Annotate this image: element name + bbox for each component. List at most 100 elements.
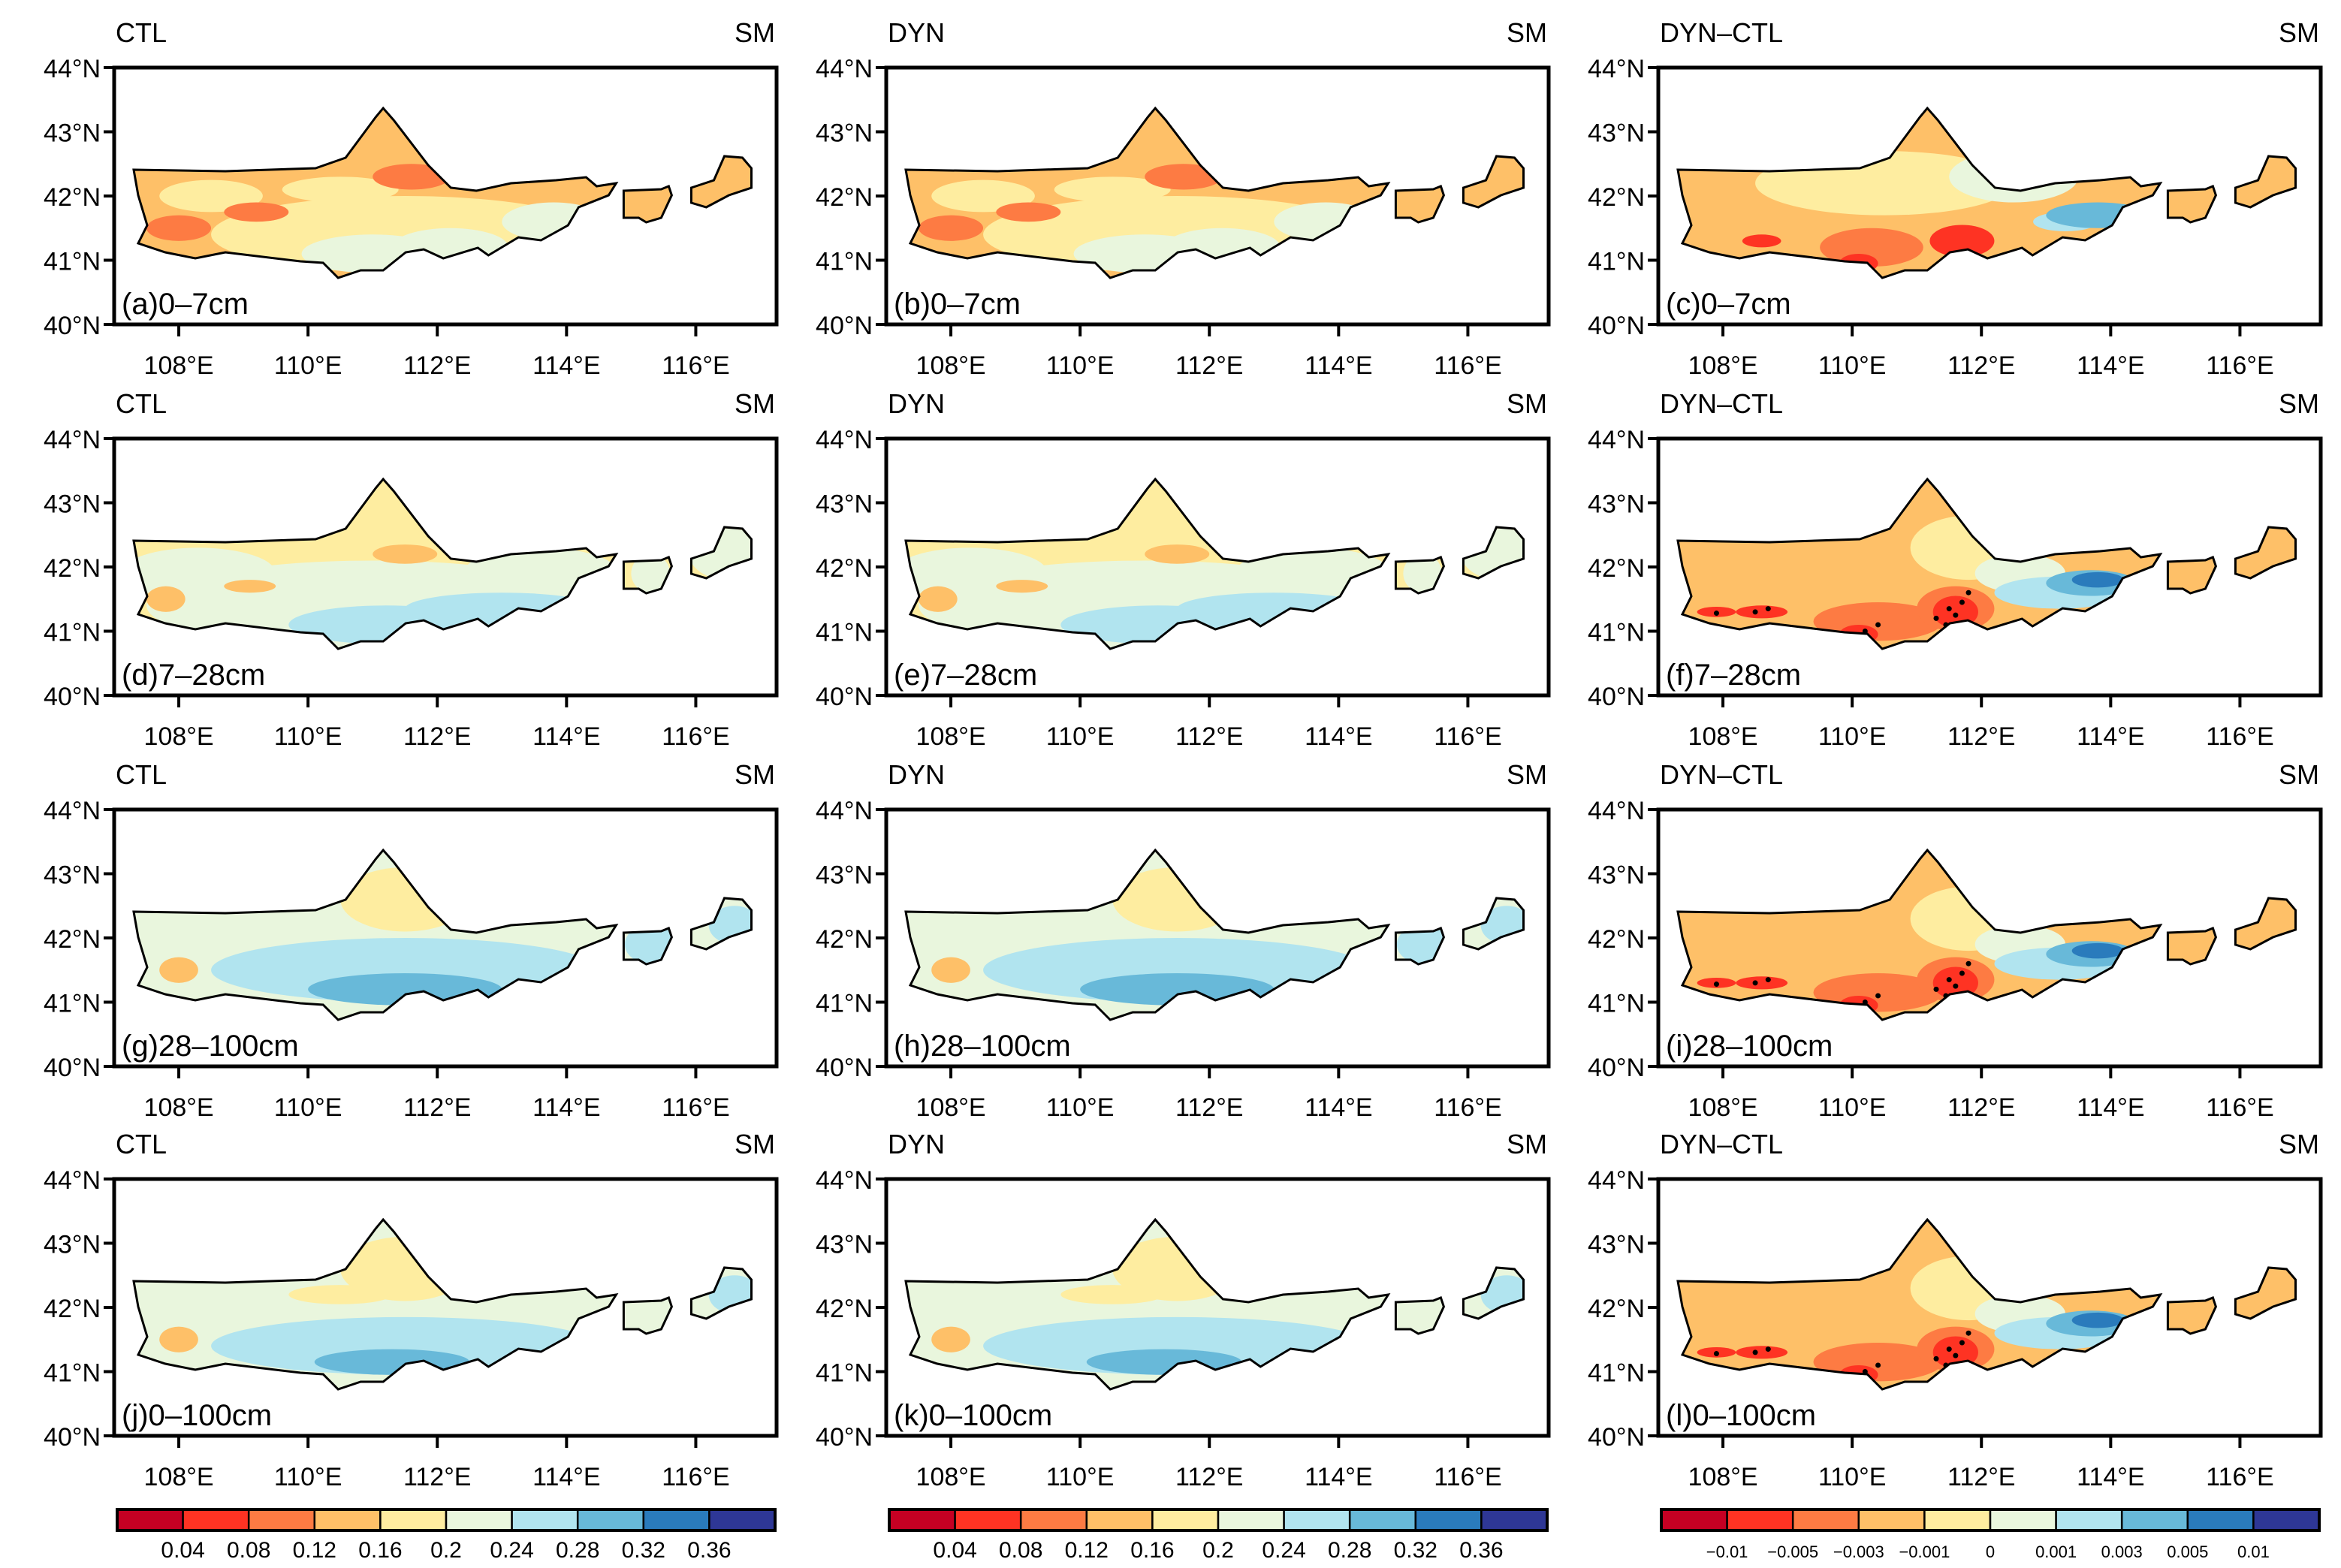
lat-tick-label: 44°N: [44, 1166, 101, 1195]
colorbar-frame: [116, 1508, 777, 1532]
significance-dot: [1959, 970, 1965, 976]
field-zone: [1736, 976, 1788, 990]
lat-tick-label: 44°N: [816, 797, 873, 825]
lat-tick-label: 40°N: [44, 683, 101, 711]
colorbar-swatch: [313, 1508, 382, 1532]
region-boundary: [904, 848, 1525, 1021]
lon-tick-label: 114°E: [1305, 351, 1372, 380]
panel-right-title: SM: [1507, 17, 1547, 48]
panel-right-title: SM: [2279, 17, 2319, 48]
region-boundary: [132, 477, 753, 650]
field-zone: [2046, 202, 2149, 228]
lon-tick-label: 112°E: [1947, 1463, 2015, 1491]
lon-tick-label: 116°E: [2206, 722, 2273, 751]
field-zone: [1480, 906, 1524, 945]
field-zone: [288, 1285, 393, 1304]
lon-tick-label: 112°E: [403, 1093, 471, 1122]
significance-dot: [1965, 960, 1971, 966]
lon-tick-label: 114°E: [1305, 1463, 1372, 1491]
colorbar-label: 0.24: [1262, 1538, 1305, 1563]
field-zone: [159, 179, 263, 213]
significance-dot: [1959, 599, 1965, 605]
panel-left-title: DYN–CTL: [1660, 388, 1783, 419]
lon-tick-label: 112°E: [1947, 1093, 2015, 1122]
lat-tick-label: 40°N: [1588, 1423, 1645, 1452]
field-zone: [1480, 1275, 1524, 1314]
lon-tick-label: 116°E: [1434, 722, 1501, 751]
colorbar-swatch: [1989, 1508, 2057, 1532]
colorbar-swatch: [2055, 1508, 2123, 1532]
lon-tick-label: 112°E: [1947, 351, 2015, 380]
panel-right-title: SM: [2279, 759, 2319, 790]
colorbar-label: −0.005: [1767, 1542, 1818, 1561]
panel-right-title: SM: [2279, 1129, 2319, 1159]
colorbar-swatch: [954, 1508, 1022, 1532]
colorbar-label: −0.01: [1706, 1542, 1748, 1561]
panel-label: (b)0–7cm: [894, 288, 1021, 321]
colorbar-label: 0: [1986, 1542, 1995, 1561]
colorbar-swatch: [1791, 1508, 1860, 1532]
colorbar-swatch: [445, 1508, 513, 1532]
field-zone: [308, 973, 502, 1006]
field-zone: [1839, 624, 1878, 644]
lon-tick-label: 114°E: [532, 1093, 600, 1122]
panel-label: (a)0–7cm: [122, 288, 249, 321]
lat-tick-label: 40°N: [816, 1054, 873, 1082]
field-zone: [224, 580, 276, 593]
field-zone: [1839, 995, 1878, 1015]
map-panel: CTL SM 40°N 41°N 42°N 43°N 44°N 108°E 110°E 112°E…: [44, 17, 779, 380]
field-zone: [1060, 1285, 1165, 1304]
significance-dot: [1933, 986, 1939, 992]
lon-tick-label: 116°E: [662, 722, 729, 751]
lat-tick-label: 42°N: [1588, 925, 1645, 954]
colorbar-swatch: [2252, 1508, 2321, 1532]
field-zone: [224, 202, 289, 222]
field-zone: [931, 1326, 970, 1352]
panel-right-title: SM: [735, 17, 775, 48]
lat-tick-label: 42°N: [1588, 1295, 1645, 1323]
panel-left-title: CTL: [116, 1129, 167, 1159]
lon-tick-label: 114°E: [532, 351, 600, 380]
field-zone: [1487, 164, 1524, 203]
field-shading: [1678, 108, 2296, 278]
colorbar-swatch: [1726, 1508, 1794, 1532]
lon-tick-label: 108°E: [1688, 722, 1758, 751]
lon-tick-label: 112°E: [1175, 722, 1243, 751]
field-zone: [405, 593, 599, 625]
map-panel: DYN SM 40°N 41°N 42°N 43°N 44°N 108°E 110°E 112°E…: [816, 759, 1551, 1122]
colorbar-swatch: [708, 1508, 777, 1532]
colorbar: −0.01 −0.005 −0.003 −0.001 0 0.001 0.003 0.005 0…: [1660, 1508, 2321, 1561]
lon-tick-label: 110°E: [274, 1463, 342, 1491]
lon-tick-label: 116°E: [2206, 1463, 2273, 1491]
colorbar-swatch: [116, 1508, 184, 1532]
significance-dot: [1965, 590, 1971, 596]
panel-label: (g)28–100cm: [122, 1030, 299, 1063]
field-zone: [146, 215, 212, 241]
colorbar: 0.04 0.08 0.12 0.16 0.2 0.24 0.28 0.32 0.36: [888, 1508, 1549, 1563]
panel-right-title: SM: [735, 1129, 775, 1159]
colorbar-swatch: [1660, 1508, 1728, 1532]
field-zone: [715, 164, 752, 203]
colorbar-label: 0.08: [227, 1538, 270, 1563]
lat-tick-label: 44°N: [816, 55, 873, 83]
region-boundary: [132, 106, 753, 279]
field-shading: [1678, 1220, 2296, 1389]
lon-tick-label: 108°E: [916, 351, 986, 380]
field-zone: [689, 528, 752, 580]
lat-tick-label: 44°N: [1588, 55, 1645, 83]
field-shading: [906, 108, 1524, 278]
panel-label: (c)0–7cm: [1666, 288, 1791, 321]
lon-tick-label: 108°E: [144, 1093, 214, 1122]
field-zone: [1403, 553, 1443, 593]
lat-tick-label: 43°N: [44, 119, 101, 148]
colorbar-swatch: [1085, 1508, 1154, 1532]
colorbar-swatch: [1019, 1508, 1088, 1532]
region-boundary: [132, 848, 753, 1021]
panel-left-title: DYN–CTL: [1660, 1129, 1783, 1159]
lon-tick-label: 110°E: [274, 722, 342, 751]
significance-dot: [1713, 611, 1719, 617]
map-panel: DYN–CTL SM 40°N 41°N 42°N 43°N 44°N 108°E 110°E 1…: [1588, 759, 2323, 1122]
colorbar-label: 0.36: [1459, 1538, 1503, 1563]
lat-tick-label: 40°N: [1588, 312, 1645, 340]
colorbar-label: −0.003: [1833, 1542, 1884, 1561]
